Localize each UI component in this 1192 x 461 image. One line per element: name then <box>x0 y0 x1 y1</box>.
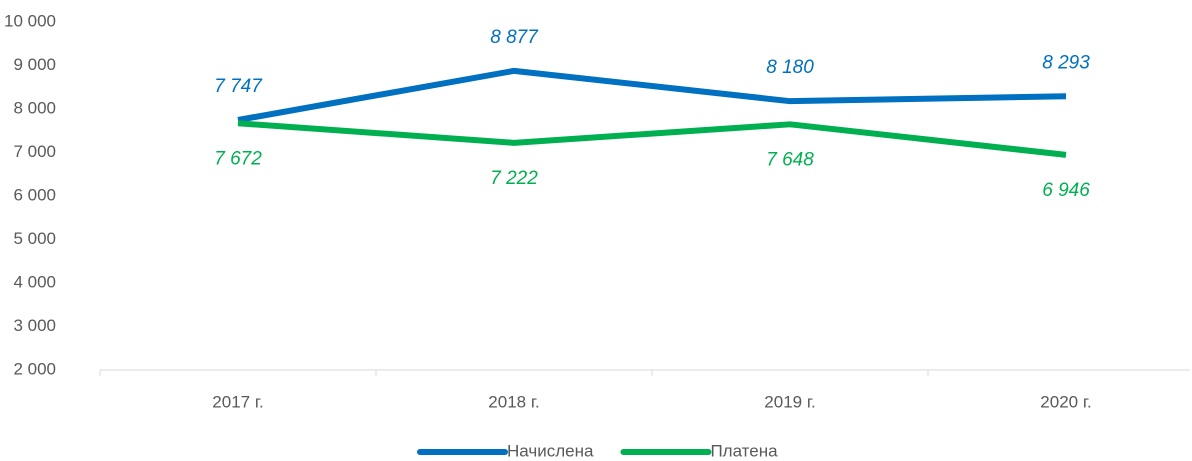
y-tick-label: 2 000 <box>13 359 56 378</box>
data-label: 8 180 <box>766 57 814 78</box>
data-label: 8 877 <box>490 27 539 48</box>
y-tick-label: 10 000 <box>4 11 56 30</box>
y-tick-label: 4 000 <box>13 272 56 291</box>
data-label: 7 222 <box>490 168 538 189</box>
legend-label: Платена <box>710 441 778 460</box>
data-label: 8 293 <box>1042 52 1090 73</box>
series-line <box>237 120 1067 158</box>
y-tick-label: 6 000 <box>13 185 56 204</box>
data-label: 7 648 <box>766 149 814 170</box>
x-tick-label: 2019 г. <box>764 392 815 411</box>
data-label: 7 672 <box>214 148 262 169</box>
y-tick-label: 7 000 <box>13 142 56 161</box>
data-label: 7 747 <box>214 76 263 97</box>
legend-label: Начислена <box>507 441 594 460</box>
series-line <box>237 67 1067 123</box>
y-tick-label: 5 000 <box>13 229 56 248</box>
x-tick-label: 2020 г. <box>1040 392 1091 411</box>
y-tick-label: 8 000 <box>13 98 56 117</box>
x-tick-label: 2018 г. <box>488 392 539 411</box>
y-tick-label: 3 000 <box>13 316 56 335</box>
data-label: 6 946 <box>1042 180 1090 201</box>
y-tick-label: 9 000 <box>13 55 56 74</box>
x-tick-label: 2017 г. <box>212 392 263 411</box>
